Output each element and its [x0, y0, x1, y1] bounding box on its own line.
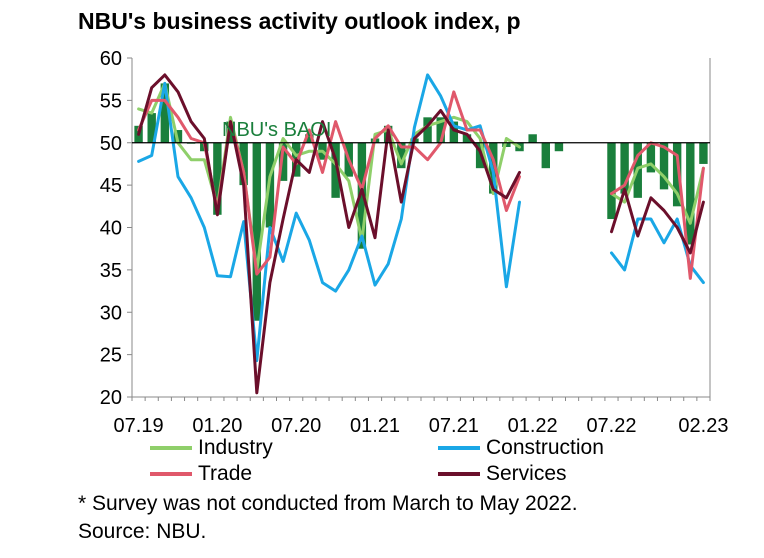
- bar-series-label: NBU's BAOI: [222, 119, 331, 141]
- bar: [686, 142, 695, 245]
- y-tick-label: 45: [100, 175, 122, 197]
- x-tick-label: 07.19: [114, 415, 164, 437]
- y-tick-label: 40: [100, 218, 122, 240]
- legend-swatch-industry: [150, 446, 192, 450]
- series-line-industry: [137, 81, 521, 272]
- bar: [659, 142, 669, 190]
- bar: [278, 142, 288, 181]
- legend-item-industry: Industry: [150, 436, 273, 460]
- legend-swatch-services: [438, 472, 480, 476]
- bar: [357, 142, 367, 249]
- bar: [331, 142, 340, 198]
- y-tick-label: 25: [100, 345, 122, 367]
- y-tick-label: 60: [100, 48, 122, 70]
- x-tick-label: 01.22: [508, 415, 558, 437]
- bar: [252, 142, 261, 321]
- legend-item-services: Services: [438, 462, 567, 486]
- legend-item-construction: Construction: [438, 436, 604, 460]
- legend-label-construction: Construction: [486, 436, 604, 459]
- chart-canvas: 20 25 30 35 40 45 50 55 60 07.19 01.20 07.20 01.21 07…: [100, 48, 729, 437]
- bar: [397, 142, 406, 169]
- survey-note: * Survey was not conducted from March to…: [78, 492, 578, 515]
- series-line-construction: [137, 73, 521, 363]
- bar: [305, 134, 314, 143]
- bar: [436, 117, 445, 143]
- source-note: Source: NBU.: [78, 520, 207, 543]
- legend-swatch-trade: [150, 472, 192, 476]
- bar: [541, 142, 550, 169]
- bar: [147, 113, 156, 143]
- bar: [646, 142, 656, 173]
- footnote: * Survey was not conducted from March to…: [78, 490, 578, 546]
- bar: [672, 142, 682, 207]
- x-tick-label: 01.20: [192, 415, 242, 437]
- series-line-trade: [610, 141, 705, 280]
- axes: 20 25 30 35 40 45 50 55 60 07.19 01.20 07.20 01.21 07…: [100, 48, 729, 437]
- legend-item-trade: Trade: [150, 462, 252, 486]
- series-line-services: [610, 187, 705, 255]
- bar: [213, 142, 222, 215]
- line-series-group: [137, 73, 705, 395]
- y-tick-label: 20: [100, 387, 122, 409]
- chart-title: NBU's business activity outlook index, p: [78, 8, 521, 34]
- bar: [462, 134, 472, 143]
- y-tick-label: 55: [100, 90, 122, 112]
- y-tick-label: 50: [100, 133, 122, 155]
- legend-label-services: Services: [486, 462, 567, 485]
- series-line-services: [137, 73, 521, 395]
- x-tick-label: 07.22: [586, 415, 636, 437]
- bar: [554, 142, 564, 152]
- legend-swatch-construction: [438, 446, 480, 450]
- bar: [528, 134, 537, 143]
- series-line-trade: [137, 90, 521, 276]
- bar: [423, 117, 432, 143]
- legend-label-industry: Industry: [198, 436, 273, 459]
- x-tick-label: 02.23: [678, 415, 728, 437]
- bar: [620, 142, 629, 194]
- y-tick-label: 35: [100, 260, 122, 282]
- bar: [607, 142, 616, 220]
- bar: [449, 121, 459, 143]
- bar: [239, 142, 248, 186]
- bar: [699, 142, 708, 164]
- y-tick-label: 30: [100, 302, 122, 324]
- x-tick-label: 01.21: [350, 415, 400, 437]
- bar: [160, 83, 170, 143]
- legend: Industry Construction Trade Services: [150, 436, 750, 488]
- x-tick-label: 07.21: [429, 415, 479, 437]
- legend-label-trade: Trade: [198, 462, 253, 485]
- x-tick-label: 07.20: [271, 415, 321, 437]
